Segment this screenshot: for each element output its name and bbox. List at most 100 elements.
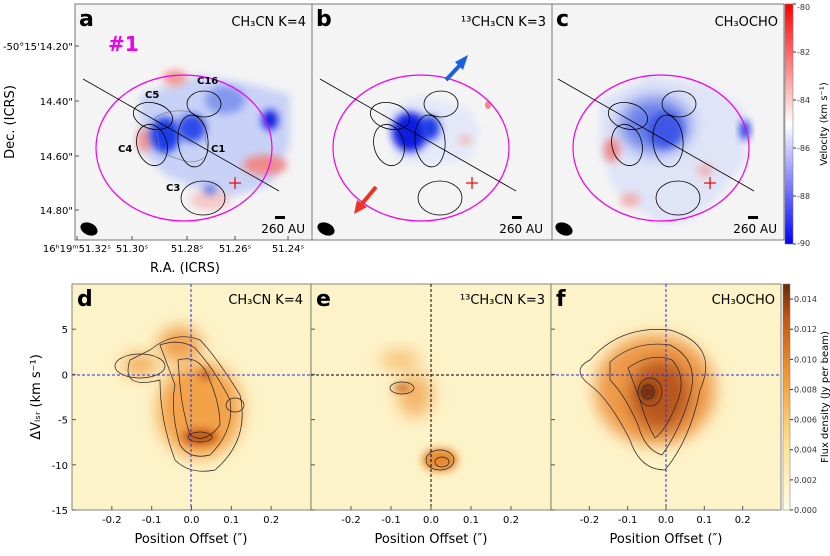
panel-d-x-axis-label: Position Offset (″) [135,532,248,547]
panel-e-image [380,350,458,472]
y-tick-label: 14.40" [40,97,73,108]
velocity-colorbar: -80 -82 -84 -86 -88 -90 Velocity (km s⁻¹) [784,3,830,248]
red-cross-marker [229,177,241,189]
x-tick-label: -0.1 [142,515,162,526]
scale-bar-b [512,216,522,219]
colorbar-tick-label: 0.006 [794,416,817,425]
x-tick-label: 16ʰ19ᵐ51.32ˢ [43,244,111,255]
x-tick-label: -0.2 [102,515,122,526]
panel-c-image [600,75,750,225]
x-tick-label: 0.2 [735,515,751,526]
x-tick-label: 51.24ˢ [272,244,305,255]
panel-a-velocity-map: C5 C16 C4 C1 C3 #1 a CH₃CN K=4 260 AU R.… [3,3,313,276]
component-ellipse [373,123,405,167]
region-ellipse-c [572,74,750,222]
panel-letter-e: e [316,287,331,312]
label-c16: C16 [197,76,218,87]
colorbar-tick-label: 0.002 [794,476,817,485]
component-c16-ellipse [186,90,222,118]
beam-ellipse [80,222,98,236]
scale-bar-label-c: 260 AU [733,222,777,236]
panel-a-ticks: 16ʰ19ᵐ51.32ˢ 51.30ˢ 51.28ˢ 51.26ˢ 51.24ˢ -50°… [3,42,304,255]
region-label: #1 [108,32,139,56]
colorbar-tick-label: 0.010 [794,355,817,364]
y-tick-label: 14.60" [40,152,73,163]
x-tick-label: 51.28ˢ [171,244,204,255]
y-tick-label: 14.80" [40,206,73,217]
panel-d-pv-diagram: d CH₃CN K=4 Position Offset (″) ΔVₗₛᵣ (k… [29,283,312,547]
y-tick-label: -15 [52,506,68,517]
x-tick-label: -0.1 [381,515,401,526]
x-tick-label: 51.26ˢ [219,244,252,255]
panel-e-title: ¹³CH₃CN K=3 [460,293,545,308]
beam-ellipse-b [317,222,335,236]
pv-cut-line-c [557,78,755,192]
y-tick-label: -5 [58,416,68,427]
colorbar-tick-label: 0.014 [794,295,817,304]
colorbar-tick-label: -86 [797,144,810,153]
colorbar-tick-label: -90 [797,239,810,248]
flux-colorbar-label: Flux density (Jy per beam) [820,331,830,463]
label-c1: C1 [211,144,225,155]
x-axis-label-ra: R.A. (ICRS) [150,261,220,276]
panel-b-velocity-map: b ¹³CH₃CN K=3 260 AU [311,3,553,241]
colorbar-tick-label: -88 [797,192,810,201]
beam-ellipse-c [555,222,573,236]
scale-bar [275,216,285,219]
component-c4-ellipse [136,123,168,167]
x-tick-label: 0.2 [263,515,279,526]
scale-bar-label-b: 260 AU [499,222,543,236]
component-ellipse [611,123,643,167]
panel-a-title: CH₃CN K=4 [231,15,306,30]
panel-a-image [137,70,290,210]
component-c1-ellipse [177,114,209,168]
x-tick-label: 0.0 [658,515,674,526]
panel-f-title: CH₃OCHO [712,293,775,308]
panel-letter-d: d [77,287,93,312]
panel-letter-b: b [316,7,332,32]
label-c4: C4 [118,144,132,155]
component-ellipse [607,102,649,130]
panel-letter-a: a [79,7,94,32]
y-tick-label: 5 [62,325,68,336]
y-tick-label: -10 [52,461,68,472]
panel-e-pv-diagram: e ¹³CH₃CN K=3 Position Offset (″) -0.2 -0… [310,283,552,547]
component-ellipse [414,114,446,168]
panel-letter-c: c [556,7,569,32]
flux-colorbar-gradient [782,283,791,511]
x-tick-label: 0.2 [503,515,519,526]
component-ellipse [655,180,701,216]
label-c5: C5 [145,90,159,101]
colorbar-tick-label: 0.004 [794,446,817,455]
velocity-colorbar-label: Velocity (km s⁻¹) [819,82,830,166]
x-tick-label: -0.2 [341,515,361,526]
panel-c-title: CH₃OCHO [715,15,778,30]
pv-cut-line [82,78,280,192]
x-tick-label: 51.30ˢ [116,244,149,255]
colorbar-tick-label: -84 [797,96,810,105]
blue-arrow-icon [444,55,468,82]
x-tick-label: 0.0 [184,515,200,526]
component-ellipse [652,114,684,168]
x-tick-label: 0.0 [423,515,439,526]
component-ellipse [423,90,459,118]
component-ellipse [661,90,697,118]
panel-d-y-axis-label: ΔVₗₛᵣ (km s⁻¹) [29,354,44,440]
red-cross-marker-c [704,177,716,189]
panel-f-pv-diagram: f CH₃OCHO Position Offset (″) -0.2 -0.1 0.… [550,283,782,547]
scale-bar-label: 260 AU [261,222,305,236]
x-tick-label: 0.1 [696,515,712,526]
colorbar-tick-label: 0.008 [794,385,817,394]
scale-bar-c [748,216,758,219]
pv-cut-line-b [319,78,517,192]
component-c3-ellipse [180,180,226,216]
region-ellipse-b [332,74,510,222]
x-tick-label: 0.1 [223,515,239,526]
panel-b-title: ¹³CH₃CN K=3 [461,15,546,30]
colorbar-tick-label: 0.012 [794,325,817,334]
colorbar-tick-label: 0.000 [794,506,817,515]
y-axis-label-dec: Dec. (ICRS) [3,85,18,159]
region-1-ellipse [95,74,273,222]
velocity-colorbar-gradient [784,3,794,245]
